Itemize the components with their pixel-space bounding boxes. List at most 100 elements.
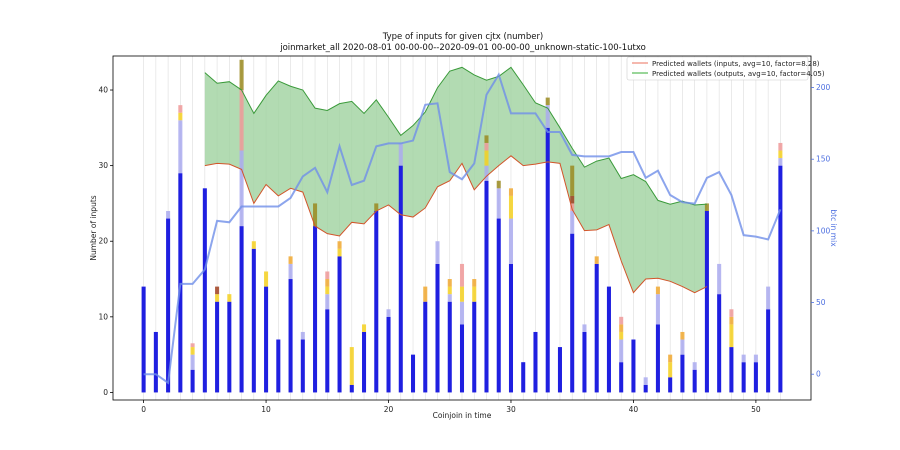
bar-segment-orange bbox=[447, 279, 452, 287]
bar-segment-orange bbox=[729, 316, 734, 325]
bar-segment-yellow bbox=[447, 286, 452, 295]
bar-segment-fresh bbox=[655, 324, 660, 393]
y-tick-label: 10 bbox=[98, 312, 108, 321]
bar-segment-pink bbox=[570, 203, 575, 211]
bar-segment-olive bbox=[484, 135, 489, 143]
bar-segment-fresh bbox=[557, 347, 562, 393]
bar-segment-fresh bbox=[410, 354, 416, 393]
x-tick-label: 30 bbox=[506, 405, 516, 414]
bar-segment-fresh bbox=[606, 286, 611, 393]
bar-segment-fresh bbox=[264, 286, 269, 393]
bar-segment-orange bbox=[594, 256, 599, 264]
chart-subtitle: joinmarket_all 2020-08-01 00-00-00--2020… bbox=[279, 43, 646, 53]
bar-segment-yellow bbox=[251, 241, 256, 249]
legend-label-outputs: Predicted wallets (outputs, avg=10, fact… bbox=[652, 70, 825, 78]
bar-segment-fresh bbox=[594, 263, 599, 393]
bar-segment-light_blue bbox=[582, 324, 587, 332]
bar-segment-yellow bbox=[178, 112, 183, 121]
x-tick-label: 50 bbox=[751, 405, 761, 414]
bar-segment-fresh bbox=[619, 362, 624, 393]
bar-segment-fresh bbox=[398, 165, 403, 393]
bar-segment-fresh bbox=[459, 324, 465, 393]
bar-segment-light_blue bbox=[717, 263, 722, 295]
bar-segment-fresh bbox=[729, 347, 734, 393]
bar-segment-fresh bbox=[484, 180, 489, 393]
bar-segment-fresh bbox=[496, 218, 501, 393]
bar-segment-light_blue bbox=[166, 210, 171, 219]
bar-segment-pink bbox=[619, 316, 624, 325]
x-axis-label: Coinjoin in time bbox=[433, 411, 492, 420]
bar-segment-fresh bbox=[276, 339, 281, 393]
bar-segment-fresh bbox=[374, 210, 379, 393]
y-tick-label: 30 bbox=[98, 161, 108, 170]
y2-tick-label: 0 bbox=[816, 370, 821, 379]
bar-segment-light_blue bbox=[545, 105, 550, 128]
plot-frame bbox=[112, 55, 812, 401]
chart-title: Type of inputs for given cjtx (number) bbox=[382, 32, 544, 42]
bar-segment-fresh bbox=[668, 377, 673, 393]
bar-segment-fresh bbox=[313, 226, 318, 393]
bar-segment-light_blue bbox=[300, 331, 305, 340]
bar-segment-fresh bbox=[239, 226, 244, 393]
bar-segment-yellow bbox=[472, 286, 477, 302]
bar-segment-light_blue bbox=[447, 294, 452, 302]
bar-segment-yellow bbox=[349, 347, 354, 385]
bar-segment-olive bbox=[570, 165, 575, 196]
bar-segment-light_blue bbox=[386, 309, 391, 317]
bar-segment-fresh bbox=[570, 233, 575, 393]
bar-segment-fresh bbox=[178, 173, 183, 393]
bar-segment-fresh bbox=[386, 316, 391, 393]
series-line-outputs bbox=[204, 66, 707, 206]
bar-segment-yellow bbox=[337, 248, 342, 257]
bar-segment-yellow bbox=[459, 286, 465, 302]
bar-segment-olive bbox=[496, 180, 501, 189]
bar-segment-light_blue bbox=[484, 165, 489, 181]
bar-segment-fresh bbox=[423, 301, 428, 393]
bar-segment-fresh bbox=[472, 301, 477, 393]
bar-segment-orange bbox=[423, 286, 428, 302]
bar-segment-light_blue bbox=[570, 210, 575, 234]
bar-segment-light_blue bbox=[178, 120, 183, 174]
bar-segment-yellow bbox=[508, 195, 514, 219]
bar-segment-light_blue bbox=[643, 377, 648, 385]
bar-segment-pink bbox=[239, 90, 244, 151]
bar-segment-light_blue bbox=[398, 142, 403, 166]
bar-segment-fresh bbox=[362, 331, 367, 393]
bar-segment-pink bbox=[484, 142, 489, 151]
bar-segment-fresh bbox=[680, 354, 685, 393]
predicted-band bbox=[204, 67, 707, 293]
bar-segment-orange bbox=[680, 331, 685, 340]
bar-segment-fresh bbox=[717, 294, 722, 393]
bar-segment-brown bbox=[215, 286, 220, 295]
x-tick-label: 20 bbox=[384, 405, 394, 414]
bar-segment-yellow bbox=[619, 331, 624, 340]
bar-segment-fresh bbox=[202, 188, 207, 393]
bar-segment-yellow bbox=[778, 150, 783, 159]
bar-segment-fresh bbox=[778, 165, 783, 393]
bar-segment-orange bbox=[668, 354, 673, 363]
bar-segment-light_blue bbox=[496, 188, 501, 219]
bar-segment-fresh bbox=[447, 301, 452, 393]
bar-segment-fresh bbox=[643, 384, 648, 393]
bar-segment-yellow bbox=[264, 271, 269, 287]
bar-segment-olive bbox=[374, 203, 379, 211]
bar-segment-orange bbox=[472, 279, 477, 287]
bar-segment-pink bbox=[729, 309, 734, 317]
bar-segment-light_blue bbox=[741, 354, 746, 363]
bar-segment-fresh bbox=[741, 362, 746, 393]
bar-segment-fresh bbox=[190, 369, 195, 393]
legend-label-inputs: Predicted wallets (inputs, avg=10, facto… bbox=[652, 60, 820, 68]
bar-segment-fresh bbox=[215, 301, 220, 393]
legend-box bbox=[626, 56, 809, 81]
bar-segment-yellow bbox=[484, 150, 489, 166]
y-tick-label: 20 bbox=[98, 237, 108, 246]
bar-segment-fresh bbox=[141, 286, 146, 393]
y2-axis-label: btc in mix bbox=[829, 209, 838, 247]
bar-segment-olive bbox=[545, 97, 550, 106]
predicted-fill bbox=[204, 67, 707, 293]
bar-segment-fresh bbox=[288, 279, 293, 393]
bar-segment-yellow bbox=[668, 362, 673, 378]
y2-tick-label: 100 bbox=[816, 226, 831, 235]
series-line-inputs bbox=[204, 155, 708, 294]
bar-segment-orange bbox=[325, 279, 330, 287]
